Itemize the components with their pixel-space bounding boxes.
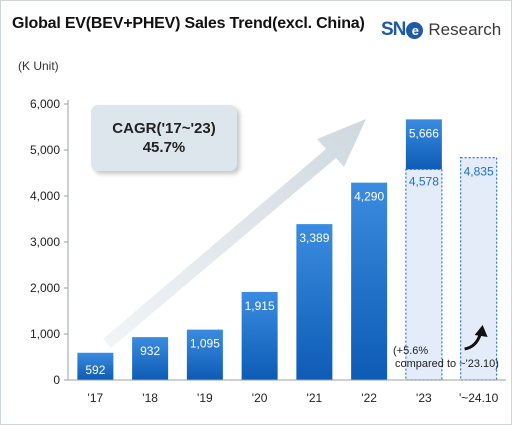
bar <box>132 337 169 380</box>
bar-value-label: 592 <box>85 363 105 377</box>
yoy-note-line1: (+5.6% <box>393 345 429 357</box>
y-tick-label: 3,000 <box>30 235 60 249</box>
bar <box>241 291 278 380</box>
bar <box>460 156 498 381</box>
x-tick-label: '19 <box>197 391 213 405</box>
bar-value-label: 3,389 <box>299 231 329 245</box>
chart-title: Global EV(BEV+PHEV) Sales Trend(excl. Ch… <box>12 15 365 32</box>
x-tick-label: '18 <box>142 391 158 405</box>
x-tick-label: '22 <box>361 391 377 405</box>
cagr-value: 45.7% <box>142 139 186 156</box>
x-tick-label: '21 <box>307 391 323 405</box>
bar-value-label: 4,835 <box>464 165 494 179</box>
cagr-label: CAGR('17~'23) <box>112 120 216 137</box>
x-tick-label: '17 <box>88 391 104 405</box>
y-tick-label: 6,000 <box>30 97 60 111</box>
bar <box>77 352 114 380</box>
bar <box>186 329 223 380</box>
bar-value-label: 4,290 <box>354 190 384 204</box>
x-tick-label: '20 <box>252 391 268 405</box>
bar-value-label: 932 <box>140 344 160 358</box>
bar-partial-value-label: 4,578 <box>409 174 439 188</box>
x-tick-label: '23 <box>416 391 432 405</box>
y-tick-label: 1,000 <box>30 327 60 341</box>
logo-text: Research <box>428 20 502 39</box>
y-tick-label: 4,000 <box>30 189 60 203</box>
y-tick-label: 5,000 <box>30 143 60 157</box>
logo-mark-letter: e <box>406 21 424 39</box>
bar <box>351 182 388 380</box>
sne-research-logo: SN e Research <box>381 15 501 45</box>
bar-value-label: 1,095 <box>190 337 220 351</box>
bar-value-label: 1,915 <box>245 299 275 313</box>
yoy-note-line2: compared to ~'23.10) <box>395 358 499 370</box>
logo-mark-text: SN <box>381 19 406 40</box>
bar-value-label: 5,666 <box>409 126 439 140</box>
y-axis-unit: (K Unit) <box>18 59 59 73</box>
trend-arrow <box>103 119 366 348</box>
x-tick-label: '~24.10 <box>459 391 499 405</box>
cagr-callout: CAGR('17~'23) 45.7% <box>91 105 237 171</box>
y-tick-label: 2,000 <box>30 281 60 295</box>
yoy-note: (+5.6% compared to ~'23.10) <box>393 345 499 371</box>
curved-up-arrow-head <box>474 325 488 337</box>
bar <box>405 119 442 170</box>
logo-mark: SN e <box>381 19 424 41</box>
y-tick-label: 0 <box>53 373 60 387</box>
bar <box>296 224 333 380</box>
